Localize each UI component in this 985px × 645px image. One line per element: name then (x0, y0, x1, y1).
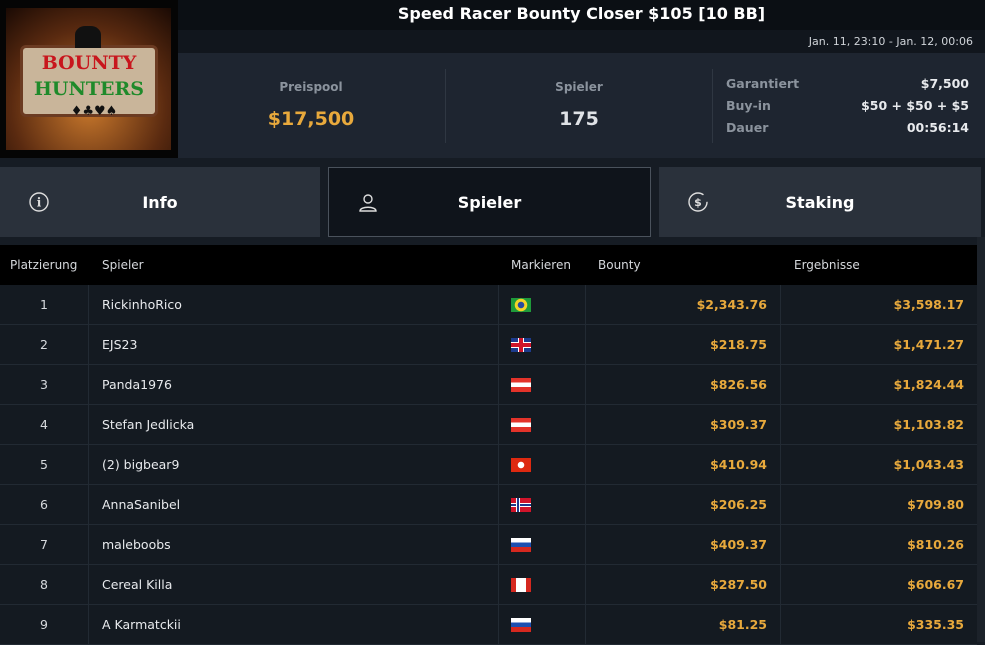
tab-label: Info (142, 192, 178, 212)
mark-cell[interactable] (499, 565, 586, 605)
russia-flag-icon (511, 538, 531, 552)
bounty: $409.37 (586, 525, 781, 565)
result: $606.67 (907, 577, 964, 592)
table-row[interactable]: 5 (2) bigbear9 $410.94 $1,043.43 (0, 445, 977, 485)
rank: 8 (0, 565, 89, 605)
result: $3,598.17 (893, 297, 964, 312)
mark-cell[interactable] (499, 365, 586, 405)
detail-value: $7,500 (920, 76, 969, 91)
player-name[interactable]: RickinhoRico (89, 285, 499, 325)
united-kingdom-flag-icon (511, 338, 531, 352)
tab-info[interactable]: i Info (0, 167, 320, 237)
dollar-coin-icon: $ (688, 192, 708, 212)
stats-panel: Preispool $17,500 Spieler 175 Garantiert… (178, 53, 985, 158)
divider (445, 69, 446, 143)
rank: 3 (0, 365, 89, 405)
divider (712, 69, 713, 143)
table-row[interactable]: 4 Stefan Jedlicka $309.37 $1,103.82 (0, 405, 977, 445)
mark-cell[interactable] (499, 445, 586, 485)
table-row[interactable]: 6 AnnaSanibel $206.25 $709.80 (0, 485, 977, 525)
bounty: $287.50 (586, 565, 781, 605)
rank: 4 (0, 405, 89, 445)
tab-spieler[interactable]: Spieler (328, 167, 651, 237)
result: $1,824.44 (893, 377, 964, 392)
player-name[interactable]: AnnaSanibel (89, 485, 499, 525)
rank: 2 (0, 325, 89, 365)
rank: 6 (0, 485, 89, 525)
tab-staking[interactable]: $ Staking (659, 167, 981, 237)
date-range: Jan. 11, 23:10 - Jan. 12, 00:06 (808, 35, 973, 48)
column-header-player[interactable]: Spieler (102, 258, 144, 272)
date-row: Jan. 11, 23:10 - Jan. 12, 00:06 (178, 30, 985, 53)
table-row[interactable]: 3 Panda1976 $826.56 $1,824.44 (0, 365, 977, 405)
bounty: $206.25 (586, 485, 781, 525)
detail-label: Garantiert (726, 76, 800, 91)
canada-flag-icon (511, 578, 531, 592)
mark-cell[interactable] (499, 405, 586, 445)
mark-cell[interactable] (499, 525, 586, 565)
detail-value: 00:56:14 (906, 120, 969, 135)
svg-text:i: i (37, 196, 42, 210)
result: $335.35 (907, 617, 964, 632)
hong-kong-flag-icon (511, 458, 531, 472)
russia-flag-icon (511, 618, 531, 632)
rank: 5 (0, 445, 89, 485)
brazil-flag-icon (511, 298, 531, 312)
bounty: $410.94 (586, 445, 781, 485)
result: $1,103.82 (893, 417, 964, 432)
player-name[interactable]: A Karmatckii (89, 605, 499, 645)
tournament-title: Speed Racer Bounty Closer $105 [10 BB] (397, 4, 766, 23)
result: $709.80 (907, 497, 964, 512)
bounty: $826.56 (586, 365, 781, 405)
column-header-mark[interactable]: Markieren (511, 258, 571, 272)
player-name[interactable]: Stefan Jedlicka (89, 405, 499, 445)
table-row[interactable]: 1 RickinhoRico $2,343.76 $3,598.17 (0, 285, 977, 325)
mark-cell[interactable] (499, 485, 586, 525)
bounty: $2,343.76 (586, 285, 781, 325)
result: $810.26 (907, 537, 964, 552)
prizepool-value: $17,500 (267, 108, 355, 130)
column-header-bounty[interactable]: Bounty (598, 258, 641, 272)
player-name[interactable]: Cereal Killa (89, 565, 499, 605)
mark-cell[interactable] (499, 285, 586, 325)
detail-label: Dauer (726, 120, 769, 135)
mark-cell[interactable] (499, 605, 586, 645)
austria-flag-icon (511, 378, 531, 392)
column-header-results[interactable]: Ergebnisse (794, 258, 860, 272)
bounty: $81.25 (586, 605, 781, 645)
player-name[interactable]: maleboobs (89, 525, 499, 565)
mark-cell[interactable] (499, 325, 586, 365)
tab-label: Staking (785, 192, 855, 212)
prizepool-label: Preispool (279, 80, 343, 94)
rank: 1 (0, 285, 89, 325)
column-header-rank[interactable]: Platzierung (10, 258, 78, 272)
info-icon: i (29, 192, 49, 212)
table-row[interactable]: 2 EJS23 $218.75 $1,471.27 (0, 325, 977, 365)
rank: 7 (0, 525, 89, 565)
detail-value: $50 + $50 + $5 (861, 98, 969, 113)
bounty: $309.37 (586, 405, 781, 445)
result: $1,043.43 (893, 457, 964, 472)
bounty-hunters-logo: BOUNTY HUNTERS ♦♣♥♠ (0, 0, 178, 158)
norway-flag-icon (511, 498, 531, 512)
result: $1,471.27 (893, 337, 964, 352)
austria-flag-icon (511, 418, 531, 432)
svg-text:$: $ (694, 196, 702, 209)
table-header: Platzierung Spieler Markieren Bounty Erg… (0, 245, 977, 285)
rank: 9 (0, 605, 89, 645)
player-name[interactable]: (2) bigbear9 (89, 445, 499, 485)
scrollbar[interactable] (977, 237, 985, 642)
table-row[interactable]: 7 maleboobs $409.37 $810.26 (0, 525, 977, 565)
player-name[interactable]: Panda1976 (89, 365, 499, 405)
user-icon (359, 194, 377, 212)
player-name[interactable]: EJS23 (89, 325, 499, 365)
tab-label: Spieler (457, 192, 522, 212)
table-row[interactable]: 9 A Karmatckii $81.25 $335.35 (0, 605, 977, 645)
table-row[interactable]: 8 Cereal Killa $287.50 $606.67 (0, 565, 977, 605)
players-label: Spieler (555, 80, 603, 94)
players-value: 175 (559, 108, 599, 130)
detail-label: Buy-in (726, 98, 771, 113)
bounty: $218.75 (586, 325, 781, 365)
